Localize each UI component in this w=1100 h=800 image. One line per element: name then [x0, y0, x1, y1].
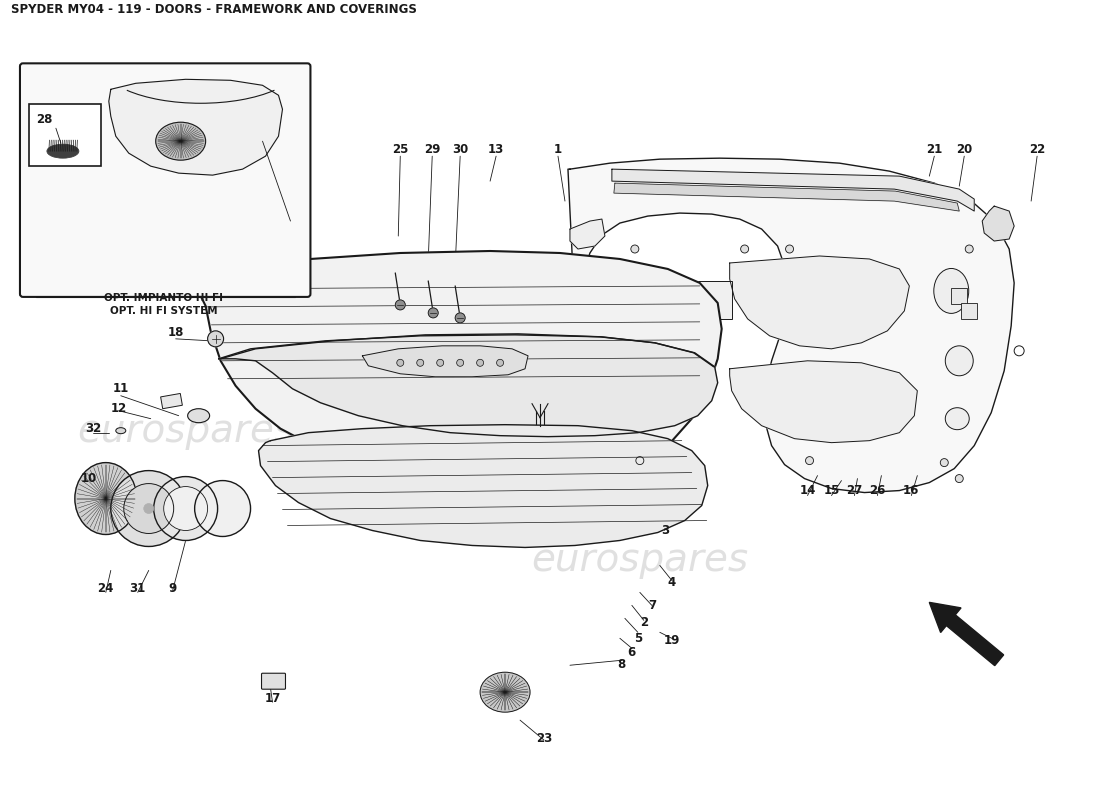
Text: 14: 14 [800, 484, 816, 497]
Text: 12: 12 [111, 402, 126, 415]
Polygon shape [570, 219, 605, 249]
Text: eurospares: eurospares [531, 542, 748, 579]
Circle shape [740, 245, 749, 253]
Ellipse shape [47, 144, 79, 158]
Circle shape [805, 457, 814, 465]
Text: 25: 25 [392, 142, 408, 156]
Circle shape [496, 359, 504, 366]
FancyBboxPatch shape [262, 674, 286, 690]
FancyBboxPatch shape [20, 63, 310, 297]
Text: 30: 30 [452, 142, 469, 156]
Text: 10: 10 [80, 472, 97, 485]
Circle shape [455, 313, 465, 323]
Text: 31: 31 [130, 582, 146, 595]
Ellipse shape [75, 462, 136, 534]
Text: eurospares: eurospares [77, 412, 294, 450]
Text: 8: 8 [618, 658, 626, 670]
Text: 18: 18 [167, 326, 184, 339]
Circle shape [124, 483, 174, 534]
Ellipse shape [616, 352, 684, 430]
Polygon shape [614, 183, 959, 211]
Circle shape [965, 245, 974, 253]
Bar [952, 288, 967, 304]
Text: 9: 9 [168, 582, 177, 595]
Text: OPT. IMPIANTO HI FI
OPT. HI FI SYSTEM: OPT. IMPIANTO HI FI OPT. HI FI SYSTEM [104, 293, 223, 316]
Text: 4: 4 [668, 576, 675, 589]
Circle shape [154, 477, 218, 541]
Text: 22: 22 [1028, 142, 1045, 156]
Text: 17: 17 [264, 692, 280, 705]
FancyArrow shape [930, 602, 1003, 666]
Circle shape [397, 359, 404, 366]
Ellipse shape [156, 122, 206, 160]
Circle shape [437, 359, 443, 366]
Bar [628, 281, 683, 331]
Text: 13: 13 [488, 142, 504, 156]
Bar [29, 104, 101, 166]
Circle shape [428, 308, 438, 318]
Circle shape [144, 503, 154, 514]
Text: 32: 32 [85, 422, 101, 435]
Bar [961, 303, 977, 319]
Polygon shape [982, 206, 1014, 241]
Text: 7: 7 [648, 599, 656, 612]
Polygon shape [258, 425, 707, 547]
Ellipse shape [945, 408, 969, 430]
Circle shape [164, 486, 208, 530]
Text: 23: 23 [536, 732, 552, 745]
Text: 15: 15 [823, 484, 839, 497]
Circle shape [195, 481, 251, 537]
Circle shape [476, 359, 484, 366]
Circle shape [456, 359, 464, 366]
Text: 5: 5 [634, 632, 642, 645]
Polygon shape [109, 79, 283, 175]
Circle shape [208, 331, 223, 347]
Circle shape [417, 359, 424, 366]
Bar [690, 281, 732, 319]
Circle shape [111, 470, 187, 546]
Text: 19: 19 [663, 634, 680, 646]
Text: 21: 21 [926, 142, 943, 156]
Text: SPYDER MY04 - 119 - DOORS - FRAMEWORK AND COVERINGS: SPYDER MY04 - 119 - DOORS - FRAMEWORK AN… [11, 3, 417, 17]
Polygon shape [612, 169, 975, 211]
Bar [161, 394, 183, 409]
Ellipse shape [624, 360, 675, 422]
Ellipse shape [480, 672, 530, 712]
Polygon shape [219, 335, 717, 437]
Polygon shape [729, 361, 917, 442]
Ellipse shape [945, 346, 974, 376]
Text: 20: 20 [956, 142, 972, 156]
Circle shape [940, 458, 948, 466]
Polygon shape [362, 346, 528, 377]
Polygon shape [568, 158, 1014, 493]
Circle shape [785, 245, 793, 253]
Polygon shape [729, 256, 910, 349]
Polygon shape [196, 251, 722, 489]
Text: 6: 6 [628, 646, 636, 658]
Ellipse shape [934, 269, 969, 314]
Circle shape [395, 300, 405, 310]
Text: 2: 2 [640, 616, 648, 629]
Text: 1: 1 [554, 142, 562, 156]
Text: 24: 24 [98, 582, 114, 595]
Text: 16: 16 [903, 484, 920, 497]
Circle shape [955, 474, 964, 482]
Text: 26: 26 [869, 484, 886, 497]
Text: 28: 28 [36, 113, 53, 126]
Ellipse shape [116, 428, 125, 434]
Text: 11: 11 [112, 382, 129, 395]
Circle shape [631, 245, 639, 253]
Circle shape [636, 457, 644, 465]
Text: 29: 29 [424, 142, 440, 156]
Text: 3: 3 [661, 524, 669, 537]
Ellipse shape [188, 409, 210, 422]
Text: 27: 27 [846, 484, 862, 497]
